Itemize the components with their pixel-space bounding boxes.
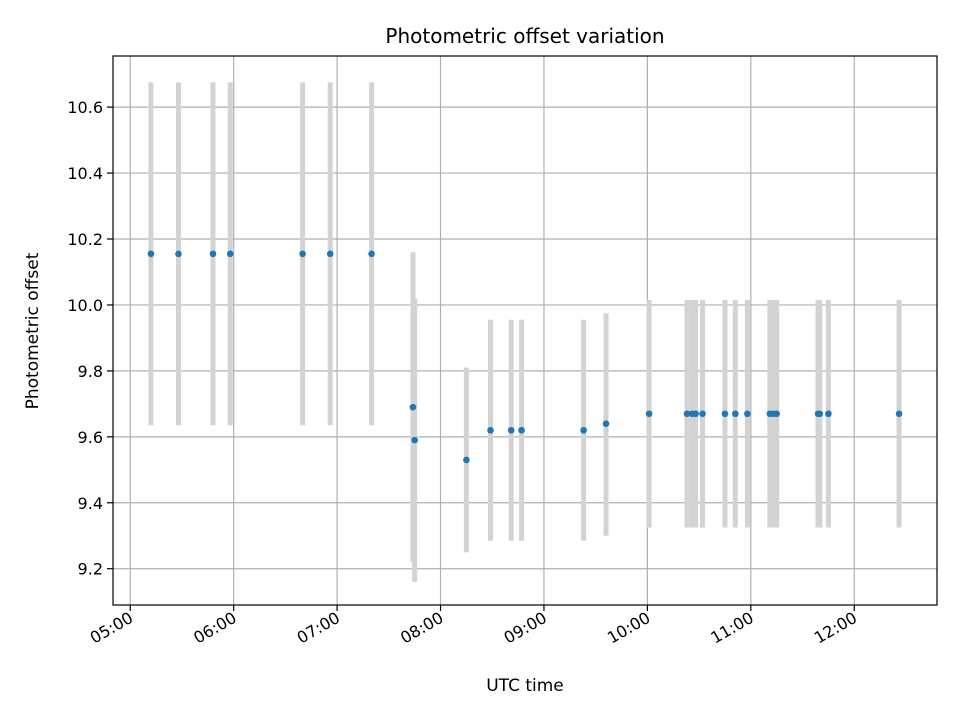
x-tick-label: 07:00 — [294, 608, 343, 648]
x-axis-label: UTC time — [486, 676, 564, 696]
data-point — [175, 250, 182, 258]
data-point — [816, 410, 824, 418]
data-point — [645, 410, 653, 418]
data-point — [226, 250, 234, 258]
y-axis: 9.2 9.4 9.6 9.8 10.0 10.2 10.4 10.6 — [67, 98, 113, 579]
data-point — [409, 403, 417, 411]
data-point — [895, 410, 903, 418]
grid — [113, 56, 937, 605]
data-point — [463, 456, 470, 464]
data-point — [326, 250, 334, 258]
data-point — [580, 426, 587, 434]
x-tick-label: 08:00 — [397, 608, 446, 648]
data-points — [147, 250, 903, 464]
y-tick-label: 9.8 — [78, 362, 103, 381]
error-bars — [148, 82, 902, 582]
data-point — [299, 250, 306, 258]
x-tick-label: 05:00 — [87, 608, 136, 648]
data-point — [209, 250, 217, 258]
data-point — [699, 410, 706, 418]
data-point — [744, 410, 751, 418]
x-tick-label: 10:00 — [604, 608, 653, 648]
y-tick-label: 9.4 — [78, 494, 103, 513]
data-point — [692, 410, 699, 418]
y-tick-label: 10.2 — [67, 230, 103, 249]
data-point — [721, 410, 729, 418]
x-tick-label: 06:00 — [190, 608, 239, 648]
data-point — [825, 410, 832, 418]
y-tick-label: 10.0 — [67, 296, 103, 315]
data-point — [487, 426, 494, 434]
x-tick-label: 11:00 — [707, 608, 756, 648]
y-tick-label: 9.2 — [78, 560, 103, 579]
x-tick-label: 09:00 — [501, 608, 550, 648]
y-tick-label: 10.6 — [67, 98, 103, 117]
data-point — [411, 436, 418, 444]
data-point — [518, 426, 525, 434]
y-tick-label: 10.4 — [67, 164, 103, 183]
data-point — [147, 250, 155, 258]
y-axis-label: Photometric offset — [23, 252, 43, 409]
x-axis: 05:00 06:00 07:00 08:00 09:00 10:00 11:00 12:00 — [87, 605, 860, 648]
data-point — [773, 410, 780, 418]
data-point — [732, 410, 739, 418]
data-point — [507, 426, 515, 434]
y-tick-label: 9.6 — [78, 428, 103, 447]
x-tick-label: 12:00 — [811, 608, 860, 648]
chart-title: Photometric offset variation — [385, 24, 664, 48]
data-point — [602, 420, 610, 427]
plot-frame — [112, 55, 938, 606]
data-point — [368, 250, 375, 258]
data-point — [683, 410, 691, 418]
